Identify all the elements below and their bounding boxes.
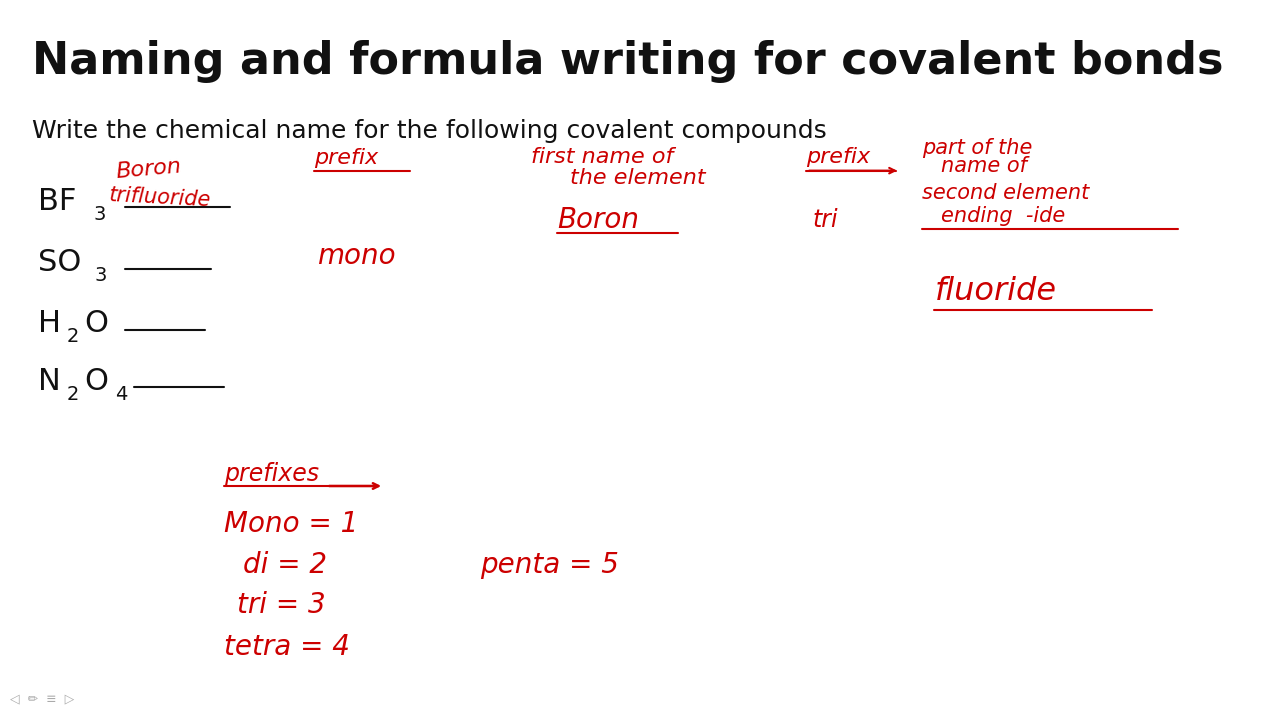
Text: tri = 3: tri = 3 — [237, 591, 325, 618]
Text: prefixes: prefixes — [224, 462, 319, 486]
Text: BF: BF — [38, 187, 77, 216]
Text: ◁  ✏  ≡  ▷: ◁ ✏ ≡ ▷ — [10, 693, 74, 706]
Text: fluoride: fluoride — [934, 276, 1056, 307]
Text: Mono = 1: Mono = 1 — [224, 510, 358, 538]
Text: 3: 3 — [95, 266, 108, 285]
Text: prefix: prefix — [314, 148, 378, 168]
Text: N: N — [38, 367, 61, 396]
Text: Boron: Boron — [557, 206, 639, 233]
Text: part of the: part of the — [922, 138, 1032, 158]
Text: Boron: Boron — [115, 156, 183, 182]
Text: H: H — [38, 310, 61, 338]
Text: 2: 2 — [67, 328, 79, 346]
Text: tetra = 4: tetra = 4 — [224, 633, 349, 660]
Text: second element: second element — [922, 183, 1089, 203]
Text: penta = 5: penta = 5 — [480, 552, 618, 579]
Text: prefix: prefix — [806, 147, 870, 167]
Text: O: O — [84, 367, 109, 396]
Text: Naming and formula writing for covalent bonds: Naming and formula writing for covalent … — [32, 40, 1224, 83]
Text: tri: tri — [813, 207, 838, 232]
Text: ending  -ide: ending -ide — [941, 206, 1065, 226]
Text: first name of: first name of — [531, 147, 673, 167]
Text: Write the chemical name for the following covalent compounds: Write the chemical name for the followin… — [32, 119, 827, 143]
Text: the element: the element — [570, 168, 705, 188]
Text: SO: SO — [38, 248, 82, 277]
Text: name of: name of — [941, 156, 1027, 176]
Text: di = 2: di = 2 — [243, 552, 328, 579]
Text: 4: 4 — [115, 385, 128, 404]
Text: 2: 2 — [67, 385, 79, 404]
Text: trifluoride: trifluoride — [109, 185, 211, 211]
Text: mono: mono — [317, 242, 396, 269]
Text: 3: 3 — [93, 205, 106, 224]
Text: O: O — [84, 310, 109, 338]
